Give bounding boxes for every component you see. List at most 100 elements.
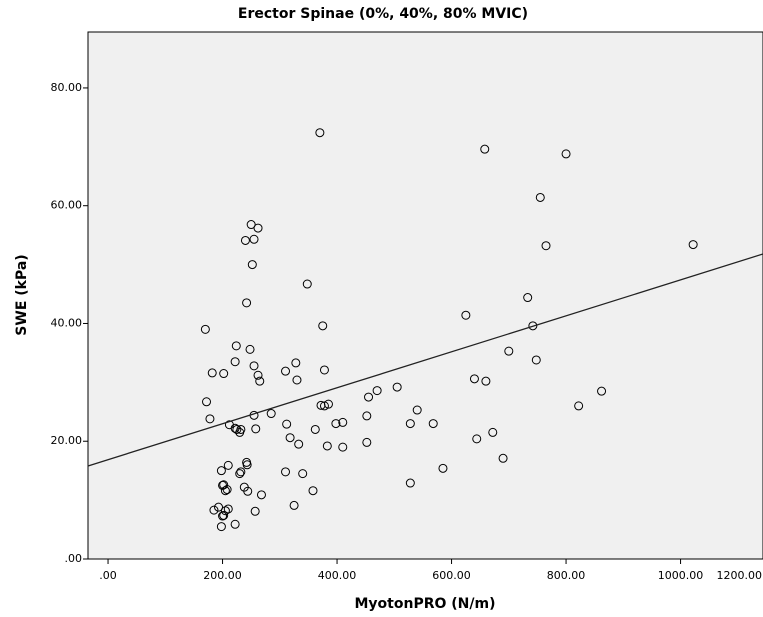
x-tick-label: 200.00: [203, 569, 242, 582]
point: [308, 486, 318, 496]
point: [247, 260, 257, 270]
x-tick-label: .00: [99, 569, 117, 582]
point: [364, 392, 374, 402]
point: [230, 357, 240, 367]
point: [574, 401, 584, 411]
point: [331, 419, 341, 429]
point: [597, 386, 607, 396]
point: [498, 453, 508, 463]
y-tick-label: .00: [65, 552, 83, 565]
point: [289, 500, 299, 510]
point: [216, 466, 226, 476]
point: [504, 346, 514, 356]
point: [338, 442, 348, 452]
point: [281, 366, 291, 376]
point: [319, 365, 329, 375]
point: [232, 424, 242, 434]
point: [249, 234, 259, 244]
point: [231, 341, 241, 351]
fit-line: [87, 253, 763, 467]
point: [281, 467, 291, 477]
point: [236, 467, 246, 477]
point: [243, 486, 253, 496]
x-tick-label: 800.00: [547, 569, 586, 582]
point: [230, 519, 240, 529]
point: [481, 376, 491, 386]
point: [205, 414, 215, 424]
point: [235, 469, 245, 479]
point: [242, 298, 252, 308]
point: [255, 376, 265, 386]
point: [214, 502, 224, 512]
plot-area: [87, 31, 763, 560]
point: [220, 486, 230, 496]
point: [209, 505, 219, 515]
y-tick-label: 40.00: [51, 316, 83, 329]
point: [253, 370, 263, 380]
point: [256, 490, 266, 500]
x-tick-label: 1200.00: [717, 569, 763, 582]
x-tick-label: 600.00: [432, 569, 471, 582]
point: [291, 358, 301, 368]
point: [438, 463, 448, 473]
point: [480, 144, 490, 154]
point: [405, 419, 415, 429]
y-tick-label: 80.00: [51, 81, 83, 94]
point: [251, 424, 261, 434]
point: [230, 423, 240, 433]
x-tick-label: 400.00: [318, 569, 357, 582]
point: [202, 397, 212, 407]
point: [282, 419, 292, 429]
x-tick-label: 1000.00: [658, 569, 704, 582]
point: [285, 433, 295, 443]
point: [219, 369, 229, 379]
point: [294, 439, 304, 449]
point: [236, 424, 246, 434]
y-tick-label: 60.00: [51, 199, 83, 212]
point: [219, 510, 229, 520]
point: [523, 293, 533, 303]
point: [535, 192, 545, 202]
point: [223, 504, 233, 514]
point: [531, 355, 541, 365]
point: [253, 223, 263, 233]
point: [292, 375, 302, 385]
point: [472, 434, 482, 444]
point: [250, 506, 260, 516]
point: [219, 480, 229, 490]
chart-title: Erector Spinae (0%, 40%, 80% MVIC): [238, 6, 528, 22]
point: [362, 437, 372, 447]
point: [338, 417, 348, 427]
point: [461, 310, 471, 320]
point: [216, 522, 226, 532]
point: [207, 368, 217, 378]
point: [310, 424, 320, 434]
point: [528, 321, 538, 331]
y-axis-label: SWE (kPa): [14, 254, 30, 335]
point: [372, 386, 382, 396]
point: [245, 344, 255, 354]
point: [240, 235, 250, 245]
point: [688, 240, 698, 250]
point: [200, 324, 210, 334]
point: [392, 382, 402, 392]
point: [242, 460, 252, 470]
point: [428, 419, 438, 429]
point: [362, 411, 372, 421]
point: [315, 128, 325, 138]
point: [298, 469, 308, 479]
point: [561, 149, 571, 159]
point: [316, 400, 326, 410]
point: [249, 361, 259, 371]
point: [223, 460, 233, 470]
point: [405, 478, 415, 488]
y-tick-label: 20.00: [51, 434, 83, 447]
point: [318, 321, 328, 331]
point: [319, 401, 329, 411]
x-axis-label: MyotonPRO (N/m): [355, 596, 496, 612]
point: [488, 427, 498, 437]
point: [246, 220, 256, 230]
point: [412, 405, 422, 415]
point: [541, 241, 551, 251]
